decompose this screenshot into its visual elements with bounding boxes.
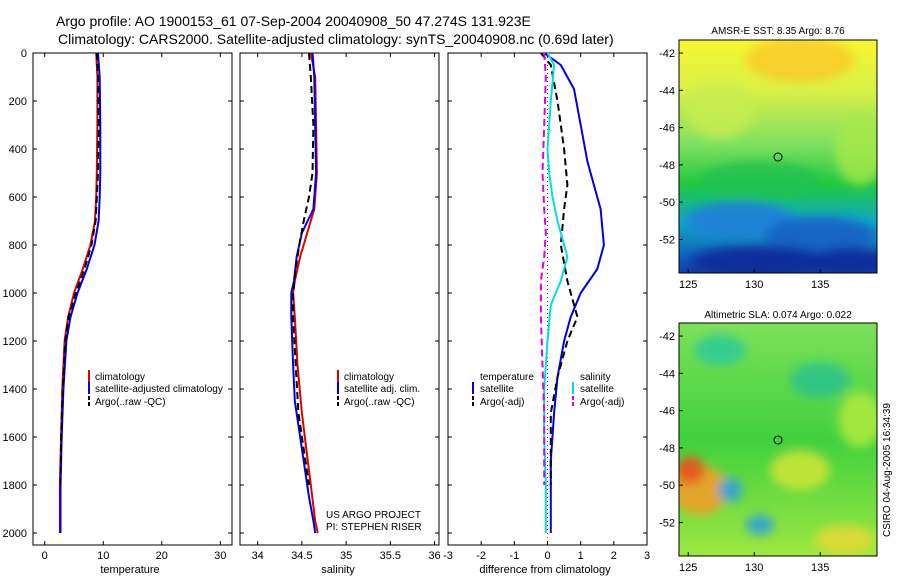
legend-label-sal-argo: Argo(-adj): [580, 397, 624, 408]
legend-label-temp-satellite: satellite: [480, 384, 514, 395]
difference-axis-label: difference from climatology: [479, 564, 611, 576]
x-tick-label: 0: [42, 550, 48, 562]
sst-map-frame: [678, 39, 878, 274]
y-tick-label: 600: [9, 192, 27, 204]
map-x-tick-label: 135: [811, 279, 829, 291]
x-tick-label: -3: [443, 550, 453, 562]
map-y-tick-label: -48: [659, 443, 675, 455]
x-tick-label: 34: [252, 550, 264, 562]
map-x-tick-label: 125: [679, 562, 697, 574]
legend-label-satellite-adjusted: satellite-adjusted climatology: [95, 384, 223, 395]
series-line-salinity-argo-adj: [539, 52, 547, 485]
figure-title-line1: Argo profile: AO 1900153_61 07-Sep-2004 …: [56, 13, 531, 29]
series-line-argo-raw-qc: [59, 52, 100, 486]
map-y-tick-label: -52: [659, 234, 675, 246]
map-y-tick-label: -42: [659, 331, 675, 343]
sst-map-texture: [685, 40, 877, 273]
x-tick-label: 2: [611, 550, 617, 562]
difference-legend: temperature satellite Argo(-adj) salinit…: [472, 372, 624, 408]
map-y-tick-label: -44: [659, 368, 675, 380]
series-line-temperature-satellite: [543, 52, 605, 533]
sla-map: [679, 323, 877, 556]
series-line-satellite-adjusted-climatology: [59, 52, 102, 533]
y-tick-label: 2000: [3, 528, 27, 540]
legend-heading-salinity: salinity: [580, 372, 611, 383]
map-x-tick-label: 130: [745, 562, 763, 574]
x-tick-label: 3: [644, 550, 650, 562]
y-tick-label: 1800: [3, 480, 27, 492]
y-tick-label: 1400: [3, 384, 27, 396]
temperature-panel-frame: [32, 52, 233, 546]
salinity-plot: 34 34.5 35 35.5 36: [240, 52, 441, 562]
series-line-satellite-adj-clim: [290, 52, 318, 534]
credit-project: US ARGO PROJECT: [326, 510, 421, 521]
y-tick-label: 1200: [3, 336, 27, 348]
y-tick-label: 1000: [3, 288, 27, 300]
y-tick-label: 800: [9, 240, 27, 252]
legend-label-argo: Argo(..raw -QC): [95, 397, 166, 408]
difference-plot: -3 -2 -1 0 1 2 3: [443, 52, 650, 562]
x-tick-label: 1: [578, 550, 584, 562]
x-tick-label: 36: [428, 550, 440, 562]
map-y-tick-label: -52: [659, 517, 675, 529]
x-tick-label: -1: [509, 550, 519, 562]
sst-map-title: AMSR-E SST: 8.35 Argo: 8.76: [711, 26, 845, 37]
salinity-legend: climatology satellite adj. clim. Argo(..…: [337, 370, 420, 408]
x-tick-label: 10: [97, 550, 109, 562]
x-tick-label: 35.5: [380, 550, 401, 562]
map-x-tick-label: 130: [745, 279, 763, 291]
x-tick-label: 20: [156, 550, 168, 562]
legend-label-temp-argo: Argo(-adj): [480, 397, 524, 408]
credit-pi: PI: STEPHEN RISER: [326, 522, 422, 533]
map-y-tick-label: -46: [659, 123, 675, 135]
legend-heading-temperature: temperature: [480, 372, 534, 383]
salinity-axis-label: salinity: [321, 564, 355, 576]
sla-map-title: Altimetric SLA: 0.074 Argo: 0.022: [704, 310, 852, 321]
legend-label-satellite: satellite adj. clim.: [344, 384, 420, 395]
sla-argo-marker: [773, 435, 783, 445]
sla-map-axes: 125 130 135 -42 -44 -46 -48 -50 -52: [659, 331, 829, 574]
side-stamp: CSIRO 04-Aug-2005 16:34:39: [882, 403, 893, 537]
difference-panel-frame: [447, 52, 648, 546]
map-x-tick-label: 125: [679, 279, 697, 291]
map-y-tick-label: -44: [659, 85, 675, 97]
temperature-axis-label: temperature: [100, 564, 159, 576]
x-tick-label: 35: [340, 550, 352, 562]
x-tick-label: 30: [214, 550, 226, 562]
series-line-climatology: [58, 52, 99, 533]
sst-argo-marker: [773, 152, 783, 162]
y-tick-label: 200: [9, 96, 27, 108]
map-y-tick-label: -48: [659, 160, 675, 172]
y-tick-label: 0: [21, 48, 27, 60]
map-x-tick-label: 135: [811, 562, 829, 574]
sla-map-texture: [679, 335, 877, 555]
legend-label-climatology: climatology: [95, 372, 145, 383]
salinity-panel-frame: [239, 52, 440, 546]
series-line-argo-raw-qc: [292, 52, 315, 486]
x-tick-label: -2: [476, 550, 486, 562]
x-tick-label: 0: [544, 550, 550, 562]
temperature-legend: climatology satellite-adjusted climatolo…: [88, 370, 223, 408]
map-y-tick-label: -50: [659, 197, 675, 209]
x-tick-label: 34.5: [291, 550, 312, 562]
map-y-tick-label: -46: [659, 406, 675, 418]
legend-label-sal-satellite: satellite: [580, 384, 614, 395]
series-line-temperature-argo-adj: [540, 52, 579, 485]
sst-map: [679, 40, 877, 273]
y-tick-label: 400: [9, 144, 27, 156]
sst-map-axes: 125 130 135 -42 -44 -46 -48 -50 -52: [659, 48, 829, 291]
series-line-salinity-satellite: [543, 52, 569, 533]
temperature-plot: 0 10 20 30 0 200 400 600 800 1000 1200 1400 1600 1800…: [3, 48, 232, 562]
map-y-tick-label: -42: [659, 48, 675, 60]
y-tick-label: 1600: [3, 432, 27, 444]
sla-map-frame: [678, 322, 878, 557]
map-y-tick-label: -50: [659, 480, 675, 492]
legend-label-climatology: climatology: [344, 372, 394, 383]
legend-label-argo: Argo(..raw -QC): [344, 397, 415, 408]
figure-title-line2: Climatology: CARS2000. Satellite-adjuste…: [58, 31, 614, 47]
